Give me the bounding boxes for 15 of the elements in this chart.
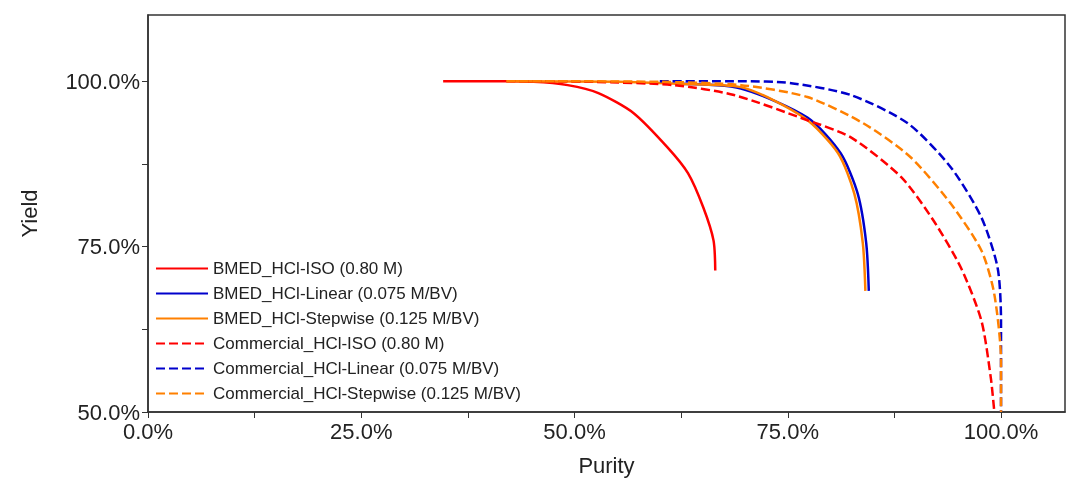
x-axis-title: Purity bbox=[578, 452, 635, 478]
legend-label: BMED_HCl-Stepwise (0.125 M/BV) bbox=[213, 309, 480, 328]
legend-label: BMED_HCl-ISO (0.80 M) bbox=[213, 259, 403, 278]
legend-label: Commercial_HCl-Linear (0.075 M/BV) bbox=[213, 359, 500, 378]
x-tick-label: 100.0% bbox=[963, 418, 1039, 444]
x-tick-label: 25.0% bbox=[330, 418, 393, 444]
y-tick-label: 50.0% bbox=[77, 399, 140, 425]
legend-label: BMED_HCl-Linear (0.075 M/BV) bbox=[213, 284, 458, 303]
legend-label: Commercial_HCl-Stepwise (0.125 M/BV) bbox=[213, 384, 521, 403]
y-tick-label: 100.0% bbox=[65, 68, 140, 94]
legend-label: Commercial_HCl-ISO (0.80 M) bbox=[213, 334, 445, 353]
x-tick-label: 75.0% bbox=[756, 418, 819, 444]
x-tick-label: 50.0% bbox=[543, 418, 606, 444]
y-axis-title: Yield bbox=[16, 189, 42, 238]
y-tick-label: 75.0% bbox=[77, 234, 140, 260]
